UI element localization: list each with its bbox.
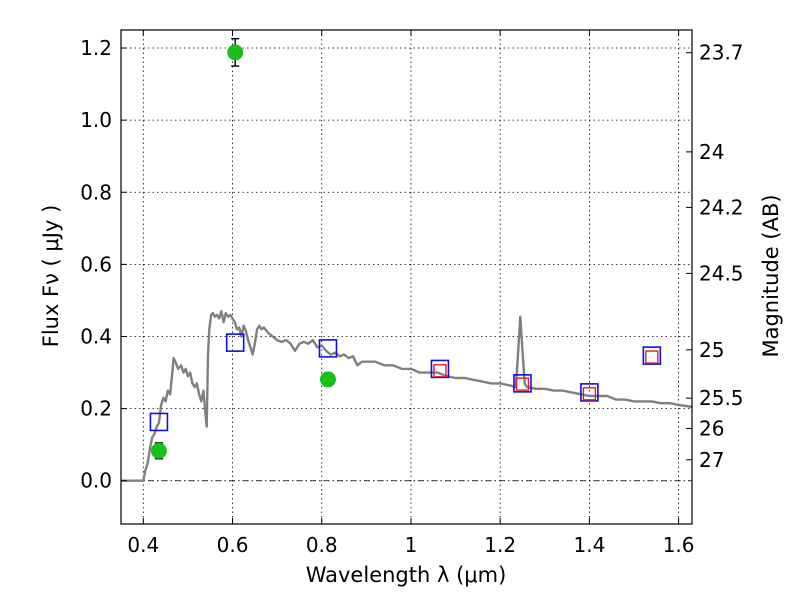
observed-point [150, 442, 167, 459]
y-axis-label: Flux Fν ( μJy ) [39, 205, 63, 348]
x-tick-label: 1.6 [663, 533, 695, 557]
y-tick-label: 0.6 [80, 252, 112, 276]
x-tick-label: 0.6 [217, 533, 249, 557]
y-tick-label: 1.0 [80, 108, 112, 132]
x-tick-label: 1.2 [484, 533, 516, 557]
model-photometry-square [149, 412, 169, 432]
y2-axis-label: Magnitude (AB) [759, 194, 783, 357]
y-tick-label: 0.2 [80, 397, 112, 421]
y2-tick-label: 24 [699, 140, 724, 164]
gridlines [121, 30, 692, 524]
y-tick-label: 0.8 [80, 180, 112, 204]
y-tick-label: 0.4 [80, 324, 112, 348]
x-tick-label: 1 [405, 533, 418, 557]
y2-tick-label: 25 [699, 338, 724, 362]
sed-model-line [121, 310, 693, 482]
model-photometry-square [318, 339, 338, 358]
y2-tick-label: 24.2 [699, 195, 744, 219]
model-photometry-square [580, 383, 599, 402]
weighted-photometry-square [645, 350, 659, 364]
observed-point [319, 371, 336, 388]
x-tick-label: 0.8 [306, 533, 338, 557]
weighted-photometry-square [582, 387, 597, 401]
x-tick-label: 1.4 [573, 533, 605, 557]
y2-tick-label: 25.5 [699, 386, 744, 410]
weighted-photometry-square [433, 364, 447, 378]
weighted-photometry-square [515, 377, 530, 391]
observed-point [227, 44, 244, 61]
y2-tick-label: 23.7 [699, 41, 744, 65]
y-tick-label: 1.2 [80, 36, 112, 60]
model-photometry-square [642, 346, 662, 365]
plot-frame [120, 29, 693, 525]
model-photometry-square [225, 333, 245, 352]
plot-area [121, 37, 693, 482]
x-axis-label: Wavelength λ (μm) [306, 563, 507, 587]
y2-tick-label: 24.5 [699, 261, 744, 285]
x-tick-label: 0.4 [127, 533, 159, 557]
model-photometry-square [513, 374, 532, 393]
y-tick-label: 0.0 [80, 469, 112, 493]
y2-tick-label: 26 [699, 416, 724, 440]
ticks: 0.4 0.6 0.8 1 1.2 1.4 1.6 0.0 0.2 0.4 0.6 0.8 1.0 1.2… [80, 30, 744, 557]
y2-tick-label: 27 [699, 448, 724, 472]
